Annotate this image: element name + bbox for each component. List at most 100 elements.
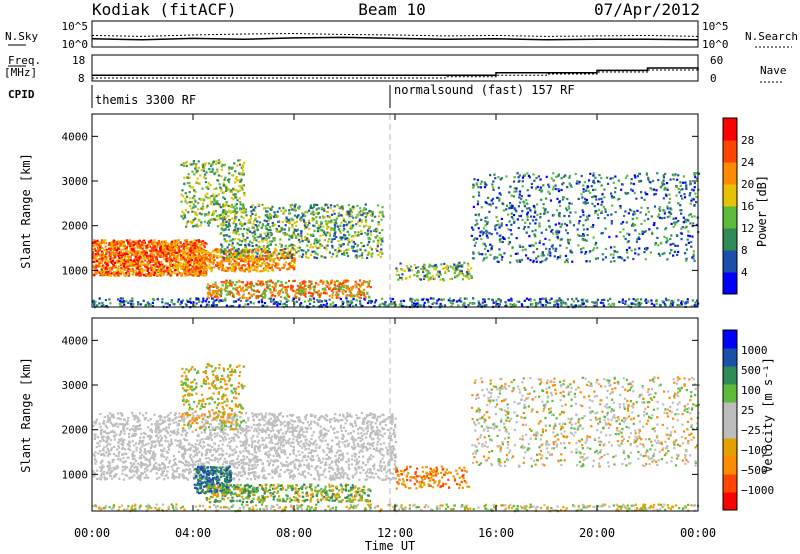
scatter-cell: [573, 304, 576, 307]
scatter-cell: [654, 242, 657, 245]
scatter-cell: [205, 303, 209, 306]
scatter-cell: [544, 237, 547, 240]
scatter-cell: [360, 219, 363, 222]
scatter-cell: [331, 238, 334, 241]
scatter-cell: [270, 233, 273, 237]
scatter-cell: [369, 299, 372, 302]
scatter-cell: [568, 219, 572, 223]
scatter-cell: [270, 279, 273, 282]
scatter-cell: [269, 228, 272, 232]
scatter-cell: [315, 256, 319, 260]
scatter-cell: [251, 265, 254, 268]
scatter-cell: [240, 223, 244, 226]
scatter-cell: [100, 259, 103, 263]
scatter-cell: [600, 176, 603, 180]
scatter-cell: [317, 300, 320, 303]
scatter-cell: [313, 285, 317, 288]
scatter-cell: [186, 299, 189, 302]
scatter-cell: [101, 257, 104, 260]
scatter-cell: [230, 304, 233, 308]
scatter-cell: [117, 274, 120, 277]
scatter-cell: [362, 208, 365, 212]
scatter-cell: [620, 188, 623, 191]
scatter-cell: [238, 266, 241, 269]
scatter-cell: [334, 221, 337, 224]
scatter-cell: [234, 228, 237, 231]
scatter-cell: [529, 209, 532, 212]
scatter-cell: [328, 294, 331, 298]
scatter-cell: [341, 303, 344, 306]
scatter-cell: [240, 178, 243, 181]
scatter-cell: [142, 269, 145, 272]
scatter-cell: [205, 268, 208, 271]
scatter-cell: [138, 270, 141, 274]
scatter-cell: [185, 304, 188, 307]
scatter-cell: [632, 213, 635, 216]
nave-label: Nave: [760, 64, 787, 77]
scatter-cell: [525, 231, 528, 234]
scatter-cell: [190, 259, 194, 262]
scatter-cell: [194, 205, 197, 208]
scatter-cell: [151, 258, 154, 261]
scatter-cell: [495, 216, 498, 219]
scatter-cell: [334, 286, 337, 289]
scatter-cell: [254, 247, 257, 250]
scatter-cell: [167, 252, 170, 255]
scatter-cell: [664, 228, 667, 231]
scatter-cell: [548, 250, 551, 253]
scatter-cell: [422, 304, 425, 307]
scatter-cell: [123, 246, 126, 249]
scatter-cell: [278, 284, 282, 287]
scatter-cell: [267, 256, 270, 259]
scatter-cell: [356, 221, 360, 224]
scatter-cell: [639, 191, 643, 194]
scatter-cell: [491, 202, 494, 205]
scatter-cell: [223, 164, 226, 167]
scatter-cell: [462, 303, 465, 306]
scatter-cell: [478, 252, 481, 256]
scatter-cell: [301, 253, 305, 256]
scatter-cell: [104, 267, 107, 270]
scatter-cell: [270, 254, 273, 258]
scatter-cell: [665, 237, 668, 240]
scatter-cell: [274, 249, 277, 252]
scatter-cell: [161, 264, 164, 268]
scatter-cell: [149, 240, 152, 243]
scatter-cell: [253, 265, 256, 268]
scatter-cell: [326, 281, 329, 284]
scatter-cell: [680, 300, 683, 303]
scatter-cell: [200, 257, 203, 260]
scatter-cell: [307, 239, 310, 242]
scatter-cell: [288, 227, 291, 230]
scatter-cell: [339, 231, 343, 235]
nsky-label: N.Sky: [5, 30, 38, 43]
scatter-cell: [460, 300, 463, 303]
scatter-cell: [376, 234, 379, 237]
scatter-cell: [185, 160, 188, 163]
scatter-cell: [301, 286, 304, 289]
scatter-cell: [241, 252, 244, 255]
scatter-cell: [228, 253, 231, 256]
scatter-cell: [236, 230, 239, 233]
scatter-cell: [134, 272, 138, 275]
scatter-cell: [305, 210, 308, 213]
scatter-cell: [246, 266, 249, 270]
scatter-cell: [216, 256, 219, 259]
scatter-cell: [222, 234, 226, 237]
scatter-cell: [156, 241, 159, 244]
scatter-cell: [300, 216, 303, 219]
scatter-cell: [589, 250, 592, 253]
scatter-cell: [262, 262, 265, 265]
scatter-cell: [341, 205, 344, 208]
scatter-cell: [215, 187, 218, 190]
scatter-cell: [443, 304, 447, 307]
scatter-cell: [295, 224, 298, 227]
scatter-cell: [309, 284, 312, 287]
scatter-cell: [172, 244, 175, 247]
scatter-cell: [140, 251, 144, 255]
scatter-cell: [215, 202, 218, 205]
scatter-cell: [224, 240, 227, 243]
scatter-cell: [440, 298, 443, 301]
scatter-cell: [320, 279, 323, 282]
scatter-cell: [296, 284, 300, 288]
